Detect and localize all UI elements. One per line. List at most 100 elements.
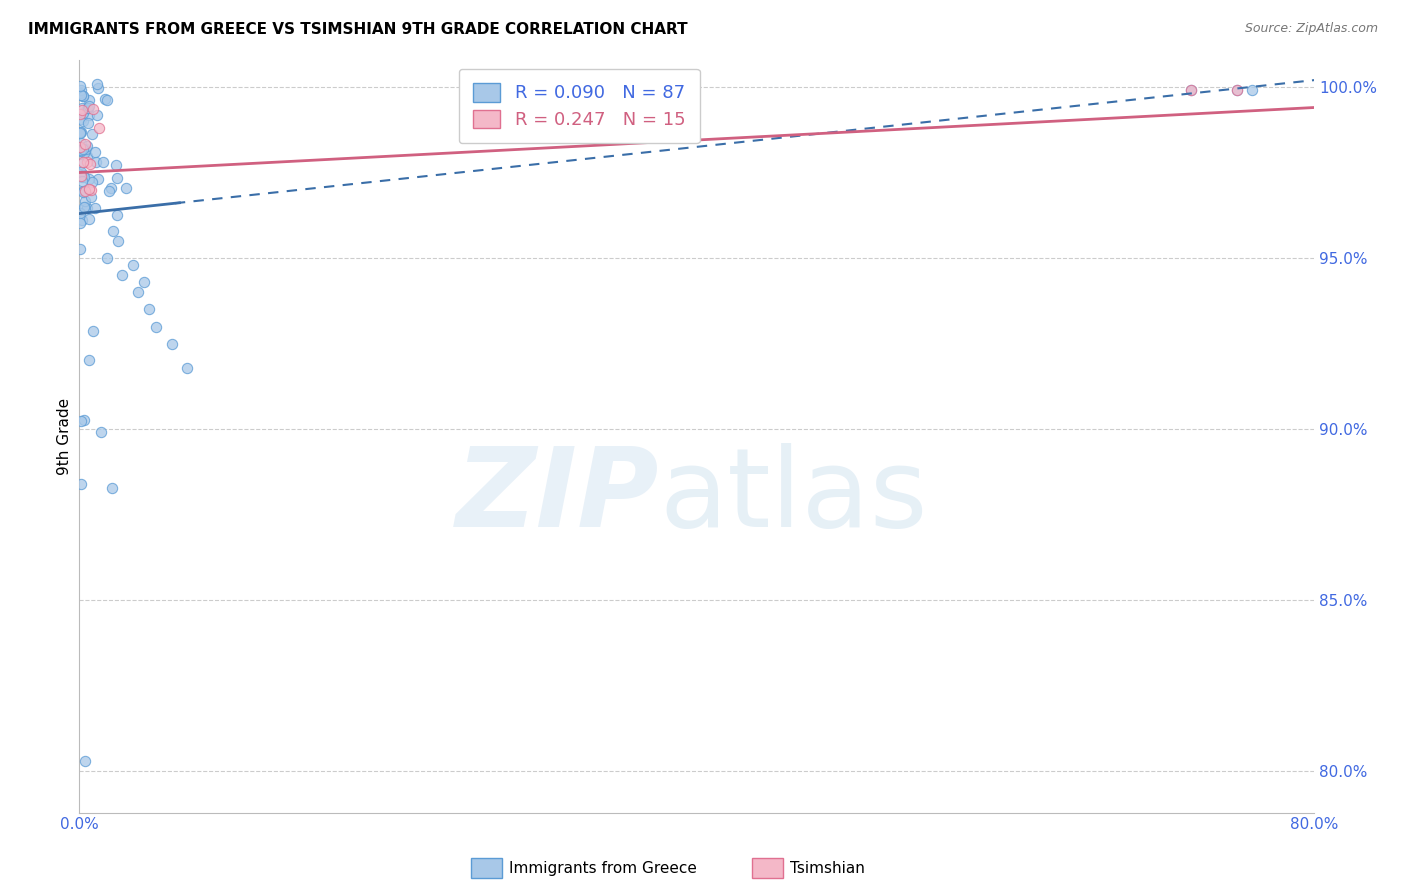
Point [70,173,93,187]
Point [72,106,94,120]
Point [90,425,112,439]
Text: Source: ZipAtlas.com: Source: ZipAtlas.com [1244,22,1378,36]
Point [77,93,100,107]
Point [69,169,91,184]
Point [73,412,96,426]
Point [69,206,91,220]
Point [82,102,104,116]
Point [70,213,93,227]
Point [73,200,96,214]
Point [127,285,149,300]
Point [70,476,93,491]
Point [160,336,183,351]
Point [69,140,91,154]
Point [70,88,93,103]
Point [73,145,96,160]
Point [77,182,100,196]
Y-axis label: 9th Grade: 9th Grade [58,398,72,475]
Point [70,125,93,139]
Point [77,171,100,186]
Point [72,184,94,198]
Point [176,360,198,375]
Point [75,200,97,214]
Point [70,144,93,158]
Point [1241,83,1264,97]
Point [70,144,93,158]
Point [69,78,91,93]
Point [72,88,94,103]
Point [77,212,100,227]
Point [72,101,94,115]
Point [69,136,91,151]
Point [80,175,103,189]
Point [107,234,129,248]
Point [82,324,104,338]
Point [104,158,127,172]
Point [1180,83,1202,97]
Point [75,184,97,198]
Point [70,170,93,185]
Point [84,155,107,169]
Point [72,185,94,199]
Point [75,136,97,151]
Point [76,101,98,115]
Point [77,353,100,368]
Point [115,180,138,194]
Point [87,81,110,95]
Text: Immigrants from Greece: Immigrants from Greece [509,862,697,876]
Point [69,107,91,121]
Point [79,157,101,171]
Point [132,275,155,289]
Point [79,107,101,121]
Point [70,103,93,117]
Point [75,754,97,768]
Point [72,114,94,128]
Point [101,224,124,238]
Point [70,112,93,126]
Point [76,116,98,130]
Point [76,155,98,169]
Point [72,169,94,183]
Text: atlas: atlas [659,442,928,549]
Point [76,101,98,115]
Point [100,481,122,495]
Point [75,142,97,156]
Point [80,183,103,197]
Point [122,258,145,272]
Point [80,190,103,204]
Point [69,242,91,256]
Point [84,201,107,215]
Point [77,99,100,113]
Point [69,126,91,140]
Point [1226,83,1249,97]
Point [93,155,115,169]
Point [1180,83,1202,97]
Legend: R = 0.090   N = 87, R = 0.247   N = 15: R = 0.090 N = 87, R = 0.247 N = 15 [458,69,700,144]
Point [105,208,128,222]
Point [98,184,121,198]
Point [76,202,98,216]
Point [69,164,91,178]
Point [105,171,128,186]
Point [76,149,98,163]
Point [69,87,91,101]
Point [94,92,117,106]
Point [86,77,108,91]
Point [1226,83,1249,97]
Point [73,170,96,185]
Point [76,139,98,153]
Text: IMMIGRANTS FROM GREECE VS TSIMSHIAN 9TH GRADE CORRELATION CHART: IMMIGRANTS FROM GREECE VS TSIMSHIAN 9TH … [28,22,688,37]
Point [87,121,110,136]
Point [100,181,122,195]
Point [84,145,107,160]
Point [69,83,91,97]
Point [70,169,93,183]
Point [96,93,118,107]
Text: ZIP: ZIP [456,442,659,549]
Point [70,414,93,428]
Text: Tsimshian: Tsimshian [790,862,865,876]
Point [72,142,94,156]
Point [86,108,108,122]
Point [82,128,104,142]
Point [72,155,94,169]
